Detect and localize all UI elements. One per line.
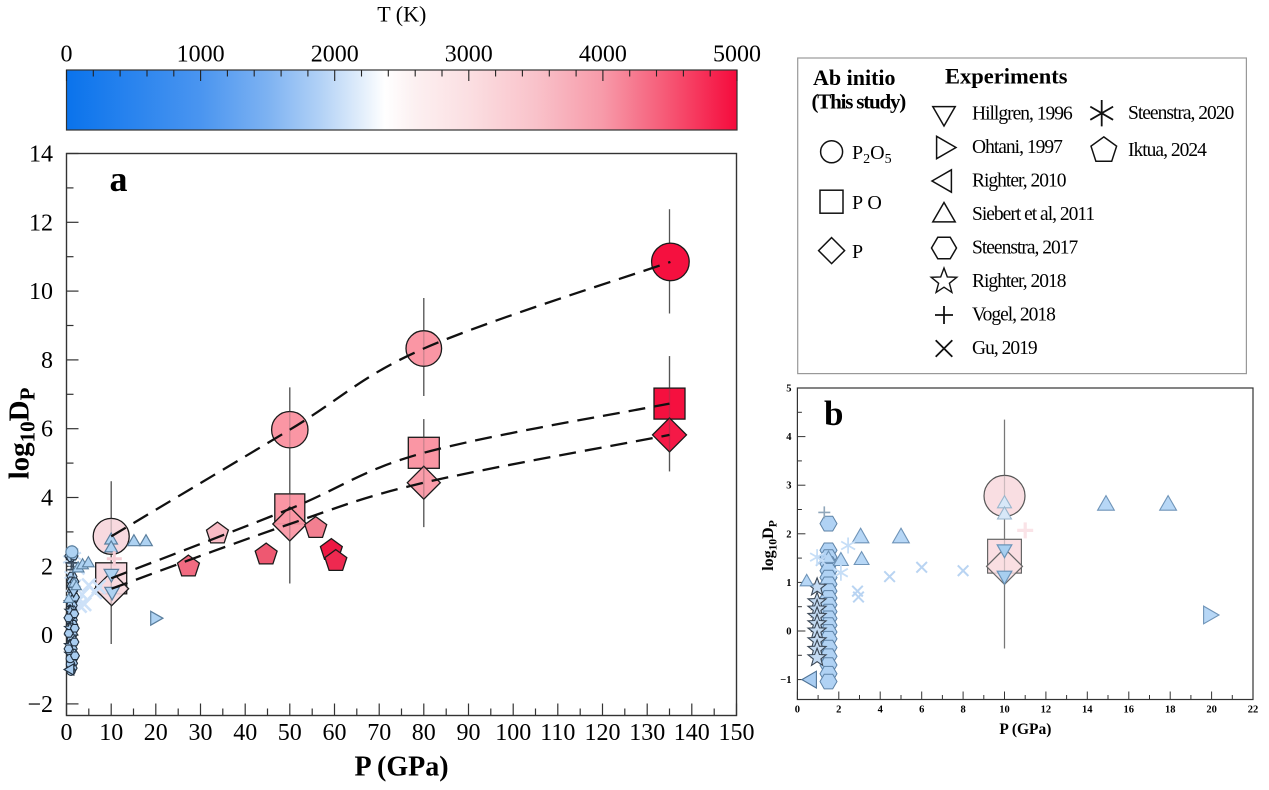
svg-text:Hillgren, 1996: Hillgren, 1996 [972, 104, 1073, 125]
svg-text:30: 30 [189, 720, 213, 746]
svg-text:20: 20 [144, 720, 168, 746]
svg-text:0: 0 [41, 623, 53, 649]
svg-text:22: 22 [1248, 705, 1259, 716]
svg-text:log10DP: log10DP [760, 520, 780, 571]
svg-text:2: 2 [786, 529, 791, 540]
svg-text:Ohtani, 1997: Ohtani, 1997 [972, 137, 1063, 158]
svg-text:P (GPa): P (GPa) [354, 751, 448, 782]
svg-text:Vogel, 2018: Vogel, 2018 [972, 305, 1055, 326]
svg-text:150: 150 [719, 720, 755, 746]
svg-text:Gu, 2019: Gu, 2019 [972, 338, 1037, 359]
svg-text:130: 130 [629, 720, 665, 746]
svg-text:4000: 4000 [579, 42, 627, 68]
svg-text:(This study): (This study) [812, 90, 907, 114]
svg-text:−2: −2 [27, 692, 53, 718]
svg-text:90: 90 [457, 720, 481, 746]
svg-text:70: 70 [367, 720, 391, 746]
svg-text:3: 3 [786, 481, 791, 492]
svg-text:Iktua, 2024: Iktua, 2024 [1128, 140, 1207, 161]
svg-text:16: 16 [1124, 705, 1135, 716]
svg-text:log10DP: log10DP [4, 387, 40, 479]
svg-text:T (K): T (K) [377, 2, 426, 27]
svg-text:14: 14 [29, 142, 53, 168]
svg-text:18: 18 [1165, 705, 1176, 716]
svg-text:120: 120 [585, 720, 621, 746]
svg-text:a: a [110, 159, 128, 199]
svg-text:Experiments: Experiments [945, 64, 1068, 89]
svg-text:60: 60 [323, 720, 347, 746]
svg-text:3000: 3000 [445, 42, 493, 68]
svg-text:2: 2 [836, 705, 841, 716]
svg-text:2: 2 [41, 554, 53, 580]
svg-text:12: 12 [29, 210, 53, 236]
svg-text:2000: 2000 [311, 42, 359, 68]
svg-text:4: 4 [878, 705, 884, 716]
svg-text:0: 0 [786, 627, 791, 638]
svg-text:0: 0 [61, 42, 73, 68]
svg-text:b: b [824, 394, 843, 433]
svg-text:0: 0 [61, 720, 73, 746]
svg-text:1000: 1000 [177, 42, 225, 68]
svg-text:14: 14 [1082, 705, 1093, 716]
svg-text:10: 10 [99, 720, 123, 746]
svg-text:50: 50 [278, 720, 302, 746]
svg-text:100: 100 [495, 720, 531, 746]
svg-text:Righter, 2018: Righter, 2018 [972, 271, 1066, 292]
svg-text:10: 10 [29, 279, 53, 305]
svg-text:Siebert et al, 2011: Siebert et al, 2011 [972, 204, 1094, 225]
svg-text:12: 12 [1041, 705, 1052, 716]
svg-text:5: 5 [786, 384, 791, 395]
svg-text:4: 4 [41, 486, 53, 512]
svg-text:20: 20 [1206, 705, 1217, 716]
svg-text:P (GPa): P (GPa) [999, 721, 1051, 738]
svg-text:6: 6 [919, 705, 924, 716]
svg-text:5000: 5000 [713, 42, 761, 68]
svg-text:4: 4 [786, 432, 792, 443]
svg-text:Steenstra, 2017: Steenstra, 2017 [972, 238, 1078, 259]
svg-text:140: 140 [674, 720, 710, 746]
svg-text:Steenstra, 2020: Steenstra, 2020 [1128, 103, 1233, 124]
svg-text:40: 40 [233, 720, 257, 746]
svg-text:P: P [852, 241, 863, 263]
svg-text:0: 0 [795, 705, 800, 716]
svg-text:110: 110 [540, 720, 575, 746]
svg-text:Righter, 2010: Righter, 2010 [972, 171, 1066, 192]
svg-text:Ab initio: Ab initio [813, 65, 896, 90]
svg-text:1: 1 [786, 578, 791, 589]
svg-text:6: 6 [41, 417, 53, 443]
svg-text:P O: P O [852, 192, 882, 214]
svg-text:8: 8 [41, 348, 53, 374]
svg-text:80: 80 [412, 720, 436, 746]
svg-text:8: 8 [960, 705, 965, 716]
svg-text:−1: −1 [780, 675, 791, 686]
svg-text:10: 10 [999, 705, 1010, 716]
